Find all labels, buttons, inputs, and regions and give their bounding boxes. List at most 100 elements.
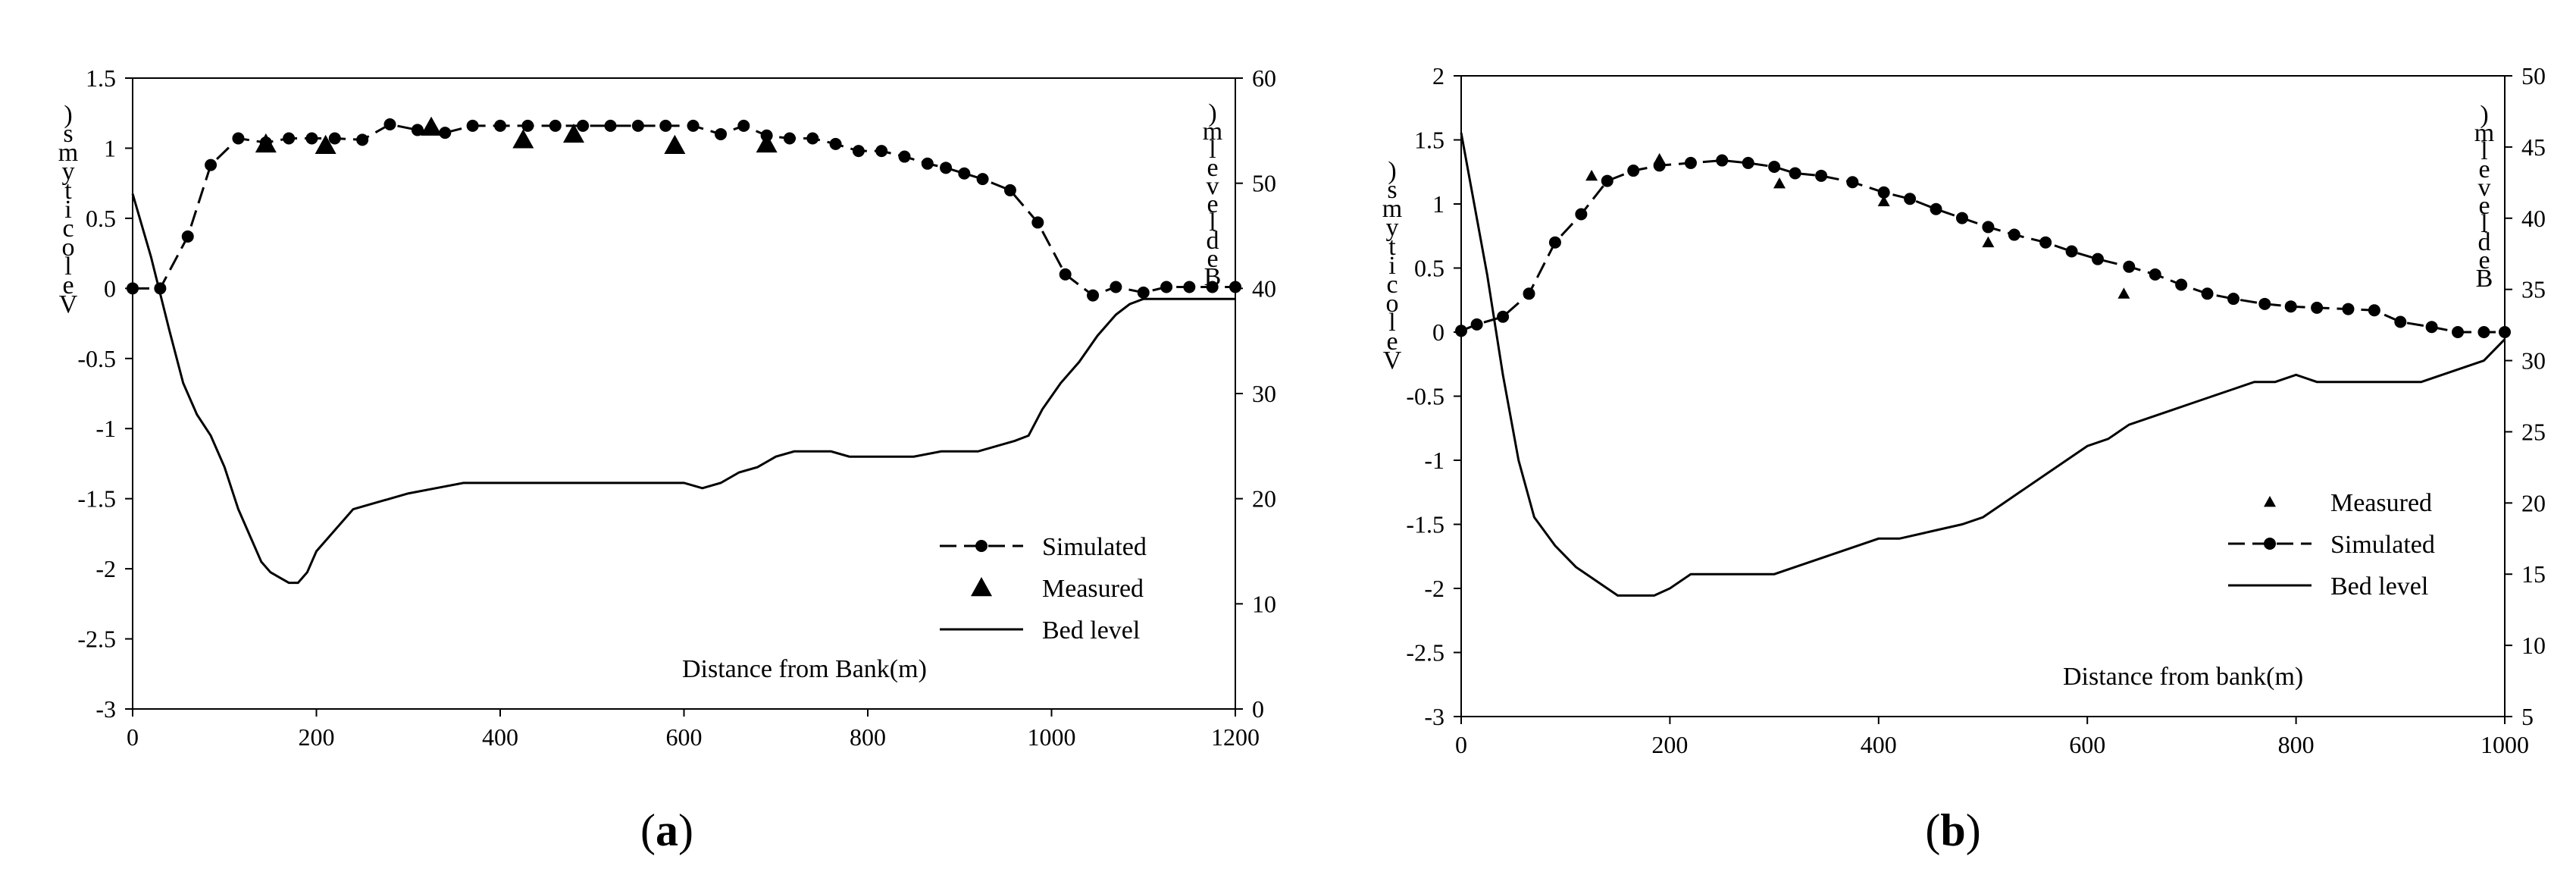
y-right-axis-label-char: e bbox=[1207, 154, 1218, 182]
simulated-point bbox=[875, 145, 888, 158]
y-left-tick-label: -1.5 bbox=[77, 485, 116, 513]
y-left-tick-label: 2 bbox=[1432, 62, 1445, 89]
y-right-axis-label-char: v bbox=[1207, 172, 1219, 200]
simulated-point bbox=[305, 132, 318, 145]
x-tick-label: 800 bbox=[2278, 731, 2315, 758]
y-left-tick-label: -1.5 bbox=[1406, 511, 1445, 538]
y-left-axis-label-char: l bbox=[1388, 309, 1395, 337]
simulated-point bbox=[1904, 193, 1917, 205]
simulated-point bbox=[383, 118, 396, 131]
simulated-point bbox=[2425, 321, 2438, 334]
simulated-point bbox=[439, 127, 452, 140]
y-right-tick-label: 0 bbox=[1252, 695, 1264, 723]
simulated-point bbox=[2258, 297, 2271, 310]
simulated-point bbox=[2452, 326, 2465, 338]
y-left-tick-label: 0 bbox=[1432, 318, 1445, 346]
simulated-point bbox=[2227, 293, 2240, 306]
y-left-tick-label: 1 bbox=[1432, 190, 1445, 218]
plot-frame bbox=[132, 77, 1236, 710]
y-right-tick-label: 20 bbox=[1252, 485, 1276, 513]
measured-point bbox=[421, 116, 443, 136]
y-right-axis-label-char: ) bbox=[1208, 99, 1216, 127]
x-tick-label: 1200 bbox=[1211, 723, 1260, 751]
simulated-point bbox=[2065, 245, 2078, 258]
simulated-point bbox=[356, 133, 369, 146]
simulated-point bbox=[232, 132, 245, 145]
y-left-axis-label-char: ) bbox=[1388, 157, 1396, 185]
y-right-tick-label: 5 bbox=[2521, 703, 2534, 730]
simulated-point bbox=[2175, 278, 2188, 291]
simulated-point bbox=[898, 150, 911, 163]
legend-label: Bed level bbox=[1042, 616, 1140, 645]
simulated-point bbox=[1846, 176, 1859, 189]
simulated-point bbox=[2149, 268, 2161, 281]
simulated-point bbox=[205, 158, 218, 171]
legend-label: Simulated bbox=[2330, 531, 2435, 559]
simulated-point bbox=[921, 157, 934, 170]
y-left-tick-label: -1 bbox=[95, 415, 116, 442]
y-left-tick-label: 1 bbox=[104, 134, 116, 162]
simulated-point bbox=[940, 162, 953, 174]
legend-label: Simulated bbox=[1042, 533, 1147, 561]
y-right-axis-label-char: m bbox=[2474, 119, 2494, 147]
legend-marker-simulated bbox=[975, 540, 988, 552]
simulated-point bbox=[2123, 260, 2136, 273]
measured-point bbox=[1877, 195, 1890, 207]
simulated-point bbox=[2008, 228, 2020, 241]
simulated-point bbox=[1684, 156, 1697, 169]
simulated-point bbox=[852, 145, 865, 158]
y-left-axis-label-char: e bbox=[1386, 328, 1398, 356]
simulated-point bbox=[1575, 208, 1588, 221]
measured-point bbox=[1585, 169, 1598, 181]
simulated-point bbox=[806, 132, 819, 145]
x-tick-label: 1000 bbox=[2481, 731, 2529, 758]
simulated-point bbox=[1716, 154, 1729, 167]
y-left-tick-label: -0.5 bbox=[77, 345, 116, 372]
y-left-axis-label-char: c bbox=[62, 215, 74, 243]
y-left-axis-label-char: V bbox=[1383, 347, 1402, 375]
y-right-axis-label-char: v bbox=[2478, 174, 2491, 202]
simulated-point bbox=[604, 119, 617, 132]
y-left-axis-label-char: V bbox=[59, 290, 78, 318]
series-line-bed-level bbox=[1460, 132, 2506, 597]
simulated-point bbox=[127, 282, 139, 295]
y-left-tick-label: -3 bbox=[95, 695, 116, 723]
simulated-point bbox=[466, 119, 479, 132]
simulated-point bbox=[715, 127, 727, 140]
simulated-point bbox=[1742, 156, 1754, 169]
y-left-axis-label-char: l bbox=[64, 253, 71, 281]
y-right-tick-label: 35 bbox=[2521, 276, 2546, 303]
simulated-point bbox=[1470, 318, 1483, 331]
simulated-point bbox=[2039, 236, 2052, 249]
legend-marker-measured bbox=[2264, 496, 2276, 507]
y-right-tick-label: 25 bbox=[2521, 418, 2546, 445]
panel-label-letter: b bbox=[1940, 805, 1965, 855]
simulated-point bbox=[1601, 174, 1614, 187]
y-left-axis-label-char: t bbox=[64, 177, 72, 205]
legend-label: Measured bbox=[1042, 575, 1144, 603]
simulated-point bbox=[687, 119, 700, 132]
y-right-tick-label: 45 bbox=[2521, 133, 2546, 161]
simulated-point bbox=[737, 119, 750, 132]
y-right-axis-label-char: l bbox=[1209, 209, 1216, 237]
legend-label: Bed level bbox=[2330, 572, 2428, 601]
y-right-axis-label-char: l bbox=[2481, 210, 2487, 238]
y-right-tick-label: 50 bbox=[1252, 170, 1276, 197]
simulated-point bbox=[2284, 300, 2297, 313]
y-left-tick-label: -0.5 bbox=[1406, 383, 1445, 410]
y-right-axis-label-char: ) bbox=[2480, 101, 2488, 129]
simulated-point bbox=[2394, 315, 2407, 328]
y-left-tick-label: -2 bbox=[95, 555, 116, 582]
measured-point bbox=[563, 123, 584, 143]
y-right-tick-label: 10 bbox=[1252, 590, 1276, 617]
x-axis-label: Distance from Bank(m) bbox=[682, 655, 927, 683]
simulated-point bbox=[659, 119, 672, 132]
simulated-point bbox=[1815, 169, 1828, 182]
simulated-point bbox=[1548, 236, 1561, 249]
y-right-axis-label-char: m bbox=[1203, 118, 1222, 146]
y-left-axis-label-char: s bbox=[63, 120, 73, 148]
simulated-point bbox=[1160, 281, 1173, 293]
y-left-tick-label: -3 bbox=[1424, 703, 1445, 730]
simulated-point bbox=[2342, 303, 2355, 315]
simulated-point bbox=[2477, 326, 2490, 338]
